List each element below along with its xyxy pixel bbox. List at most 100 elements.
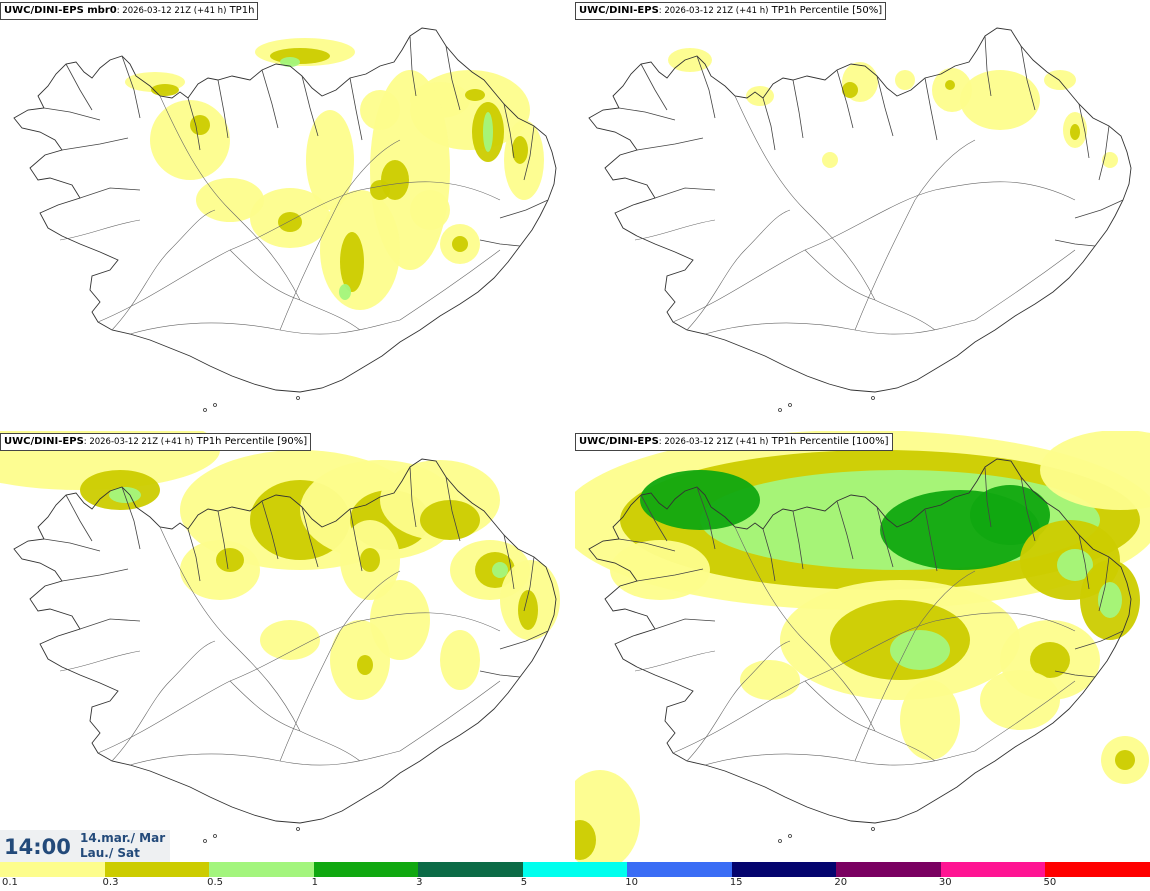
fjord-line xyxy=(301,75,319,137)
precip-contour xyxy=(420,500,480,540)
road-line xyxy=(399,249,501,321)
colorbar-ticks: 0.1 0.3 0.5 1 3 5 10 15 20 30 50 xyxy=(0,877,1150,891)
iceland-map xyxy=(575,431,1150,862)
island xyxy=(778,839,782,843)
precip-contour xyxy=(306,110,354,210)
fjord-line xyxy=(261,69,279,129)
fjord-line xyxy=(65,63,93,111)
valid-time-box: 14:00 14.mar./ Mar Lau./ Sat xyxy=(0,830,170,862)
fjord-line xyxy=(984,35,992,97)
island xyxy=(213,834,217,838)
precip-contour xyxy=(483,112,493,152)
fjord-line xyxy=(445,45,461,111)
road-line xyxy=(97,612,501,754)
fjord-line xyxy=(924,508,938,572)
colorbar-tick-label: 20 xyxy=(834,877,848,888)
colorbar-segment xyxy=(418,862,523,877)
road-line xyxy=(854,139,976,331)
fjord-line xyxy=(836,500,854,560)
fjord-line xyxy=(445,476,461,542)
colorbar-tick-label: 1 xyxy=(311,877,318,888)
colorbar-tick-label: 30 xyxy=(938,877,952,888)
fjord-line xyxy=(984,466,992,528)
road-line xyxy=(804,680,936,762)
colorbar-segment xyxy=(313,862,419,877)
precip-contour xyxy=(465,89,485,101)
road-line xyxy=(686,209,791,331)
fjord-line xyxy=(924,77,938,141)
colorbar-tick-label: 50 xyxy=(1043,877,1057,888)
road-line xyxy=(59,219,141,241)
precip-contour xyxy=(842,82,858,98)
fjord-line xyxy=(187,528,201,582)
island xyxy=(871,396,875,400)
fjord-line xyxy=(43,538,101,552)
fjord-line xyxy=(79,187,141,199)
road-line xyxy=(129,750,401,766)
fjord-line xyxy=(61,137,129,151)
island xyxy=(296,396,300,400)
map-panel-p50: UWC/DINI-EPS: 2026-03-12 21Z (+41 h) TP1… xyxy=(575,0,1150,431)
fjord-line xyxy=(349,77,363,141)
colorbar-tick-label: 0.3 xyxy=(102,877,119,888)
panel-title: UWC/DINI-EPS: 2026-03-12 21Z (+41 h) TP1… xyxy=(575,433,893,451)
fjord-line xyxy=(409,466,417,528)
fjord-line xyxy=(792,510,804,570)
fjord-line xyxy=(762,97,776,151)
panel-title: UWC/DINI-EPS mbr0: 2026-03-12 21Z (+41 h… xyxy=(0,2,259,20)
precip-contour xyxy=(150,100,230,180)
colorbar-segment xyxy=(1045,862,1150,877)
fjord-line xyxy=(1074,630,1124,650)
fjord-line xyxy=(479,239,521,247)
fjord-line xyxy=(618,107,676,121)
fjord-line xyxy=(301,506,319,568)
road-line xyxy=(804,249,936,331)
precip-contour xyxy=(890,630,950,670)
fjord-line xyxy=(409,35,417,97)
precip-contour xyxy=(575,820,596,860)
valid-date-line2: Lau./ Sat xyxy=(80,846,140,860)
colorbar-tick-label: 3 xyxy=(416,877,423,888)
precip-contour xyxy=(610,540,710,600)
colorbar-segment xyxy=(104,862,210,877)
fjord-line xyxy=(1054,239,1096,247)
road-line xyxy=(97,181,501,323)
colorbar-tick-label: 0.1 xyxy=(2,877,18,888)
road-line xyxy=(734,95,876,301)
precip-contour xyxy=(270,48,330,64)
coastline xyxy=(588,458,1132,824)
precip-contour xyxy=(492,562,508,578)
colorbar-tick-label: 15 xyxy=(729,877,743,888)
road-line xyxy=(974,680,1076,752)
colorbar-segment xyxy=(522,862,628,877)
precip-contour xyxy=(895,70,915,90)
valid-time-clock: 14:00 xyxy=(4,835,71,859)
fjord-line xyxy=(1074,199,1124,219)
fjord-line xyxy=(1098,556,1110,612)
fjord-line xyxy=(636,137,704,151)
island xyxy=(788,403,792,407)
colorbar-segment xyxy=(627,862,732,877)
road-line xyxy=(159,526,301,732)
fjord-line xyxy=(217,510,229,570)
fjord-line xyxy=(349,508,363,572)
precip-contour xyxy=(260,620,320,660)
colorbar-segment xyxy=(209,862,314,877)
precip-contour xyxy=(900,680,960,760)
precip-contour xyxy=(410,190,450,230)
precip-contour xyxy=(960,70,1040,130)
colorbar-segment xyxy=(731,862,837,877)
precip-contour xyxy=(1070,124,1080,140)
road-line xyxy=(59,650,141,672)
precip-contour xyxy=(512,136,528,164)
precip-contour xyxy=(740,660,800,700)
island xyxy=(778,408,782,412)
iceland-map xyxy=(588,27,1132,412)
road-line xyxy=(111,209,216,331)
fjord-line xyxy=(261,500,279,560)
fjord-line xyxy=(1078,534,1090,590)
fjord-line xyxy=(654,187,716,199)
road-line xyxy=(634,219,716,241)
fjord-line xyxy=(523,556,535,612)
precip-contour xyxy=(452,236,468,252)
